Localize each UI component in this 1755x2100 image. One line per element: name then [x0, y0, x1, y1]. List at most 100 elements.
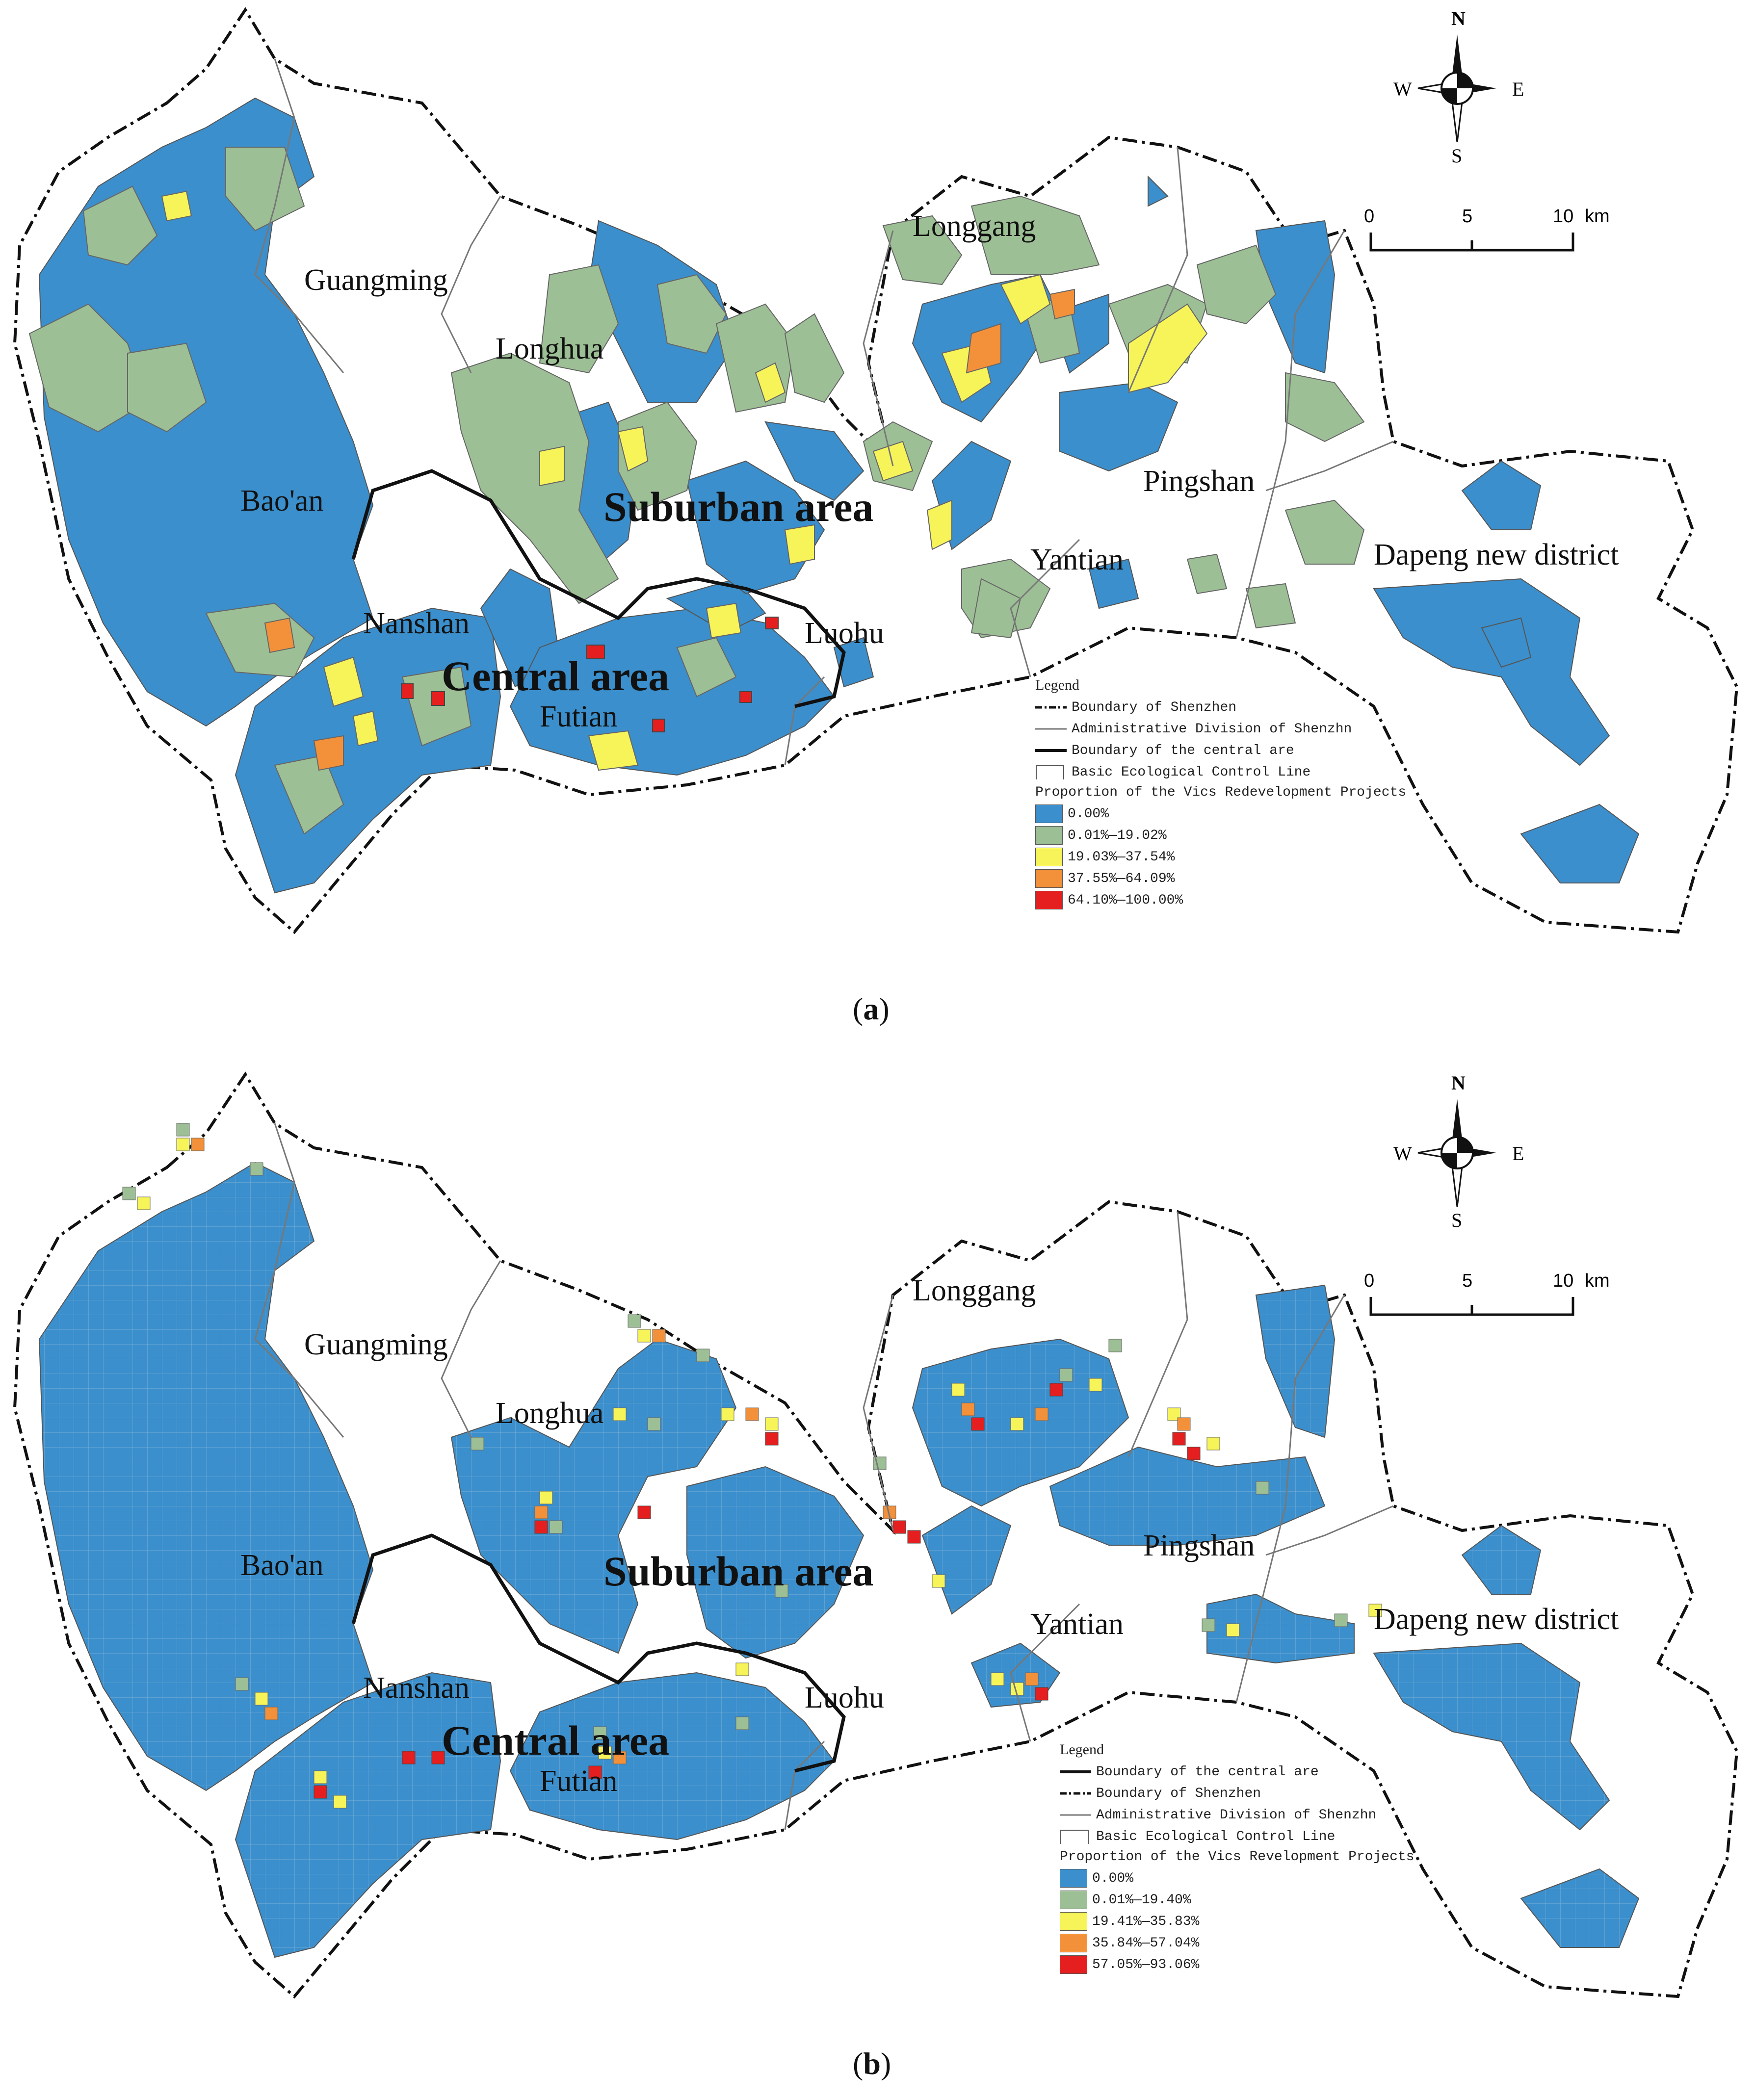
- legend-a: Legend Boundary of Shenzhen Administrati…: [1035, 677, 1408, 911]
- legend-line-label: Boundary of the central are: [1096, 1764, 1319, 1780]
- scale-tick-0: 0: [1364, 206, 1375, 227]
- label-futian: Futian: [540, 700, 618, 733]
- label-dapeng: Dapeng new district: [1374, 1603, 1619, 1636]
- legend-class-row: 35.84%—57.04%: [1060, 1932, 1462, 1954]
- compass-w: W: [1393, 78, 1412, 100]
- legend-line-label: Administrative Division of Shenzhn: [1072, 721, 1352, 737]
- caption-a-letter: a: [863, 991, 879, 1026]
- label-suburban-area: Suburban area: [603, 483, 874, 530]
- swatch-icon: [1035, 804, 1063, 823]
- scale-tick-10: 10: [1553, 206, 1574, 227]
- scale-unit: km: [1585, 1270, 1610, 1291]
- central-area-boundary: [351, 1533, 846, 1773]
- admin-division-lines: [254, 58, 1394, 766]
- label-pingshan: Pingshan: [1143, 1529, 1255, 1562]
- class-4-patches: [401, 617, 779, 732]
- swatch-icon: [1060, 1934, 1087, 1952]
- class-4-cells: [314, 1383, 1201, 1799]
- legend-class-row: 19.41%—35.83%: [1060, 1911, 1462, 1932]
- label-pingshan: Pingshan: [1143, 465, 1255, 498]
- caption-b: (b): [853, 2046, 891, 2081]
- legend-class-label: 19.41%—35.83%: [1092, 1914, 1200, 1929]
- label-guangming: Guangming: [304, 1328, 448, 1361]
- legend-class-label: 0.00%: [1068, 806, 1109, 822]
- scale-bar-line: [1369, 233, 1574, 252]
- thick-line-icon: [1060, 1770, 1091, 1773]
- legend-line-row: Administrative Division of Shenzhn: [1035, 718, 1408, 740]
- scale-tick-5: 5: [1462, 1270, 1473, 1291]
- legend-title: Legend: [1035, 677, 1079, 693]
- label-longgang: Longgang: [913, 209, 1036, 243]
- legend-class-label: 19.03%—37.54%: [1068, 849, 1175, 865]
- class-0-grid-patches: [38, 1162, 1640, 1958]
- label-dapeng: Dapeng new district: [1374, 538, 1619, 571]
- legend-class-row: 64.10%—100.00%: [1035, 889, 1408, 911]
- legend-classes-title: Proportion of the Vics Redevelopment Pro…: [1035, 785, 1407, 800]
- compass-icon: [1417, 1099, 1496, 1207]
- swatch-icon: [1060, 1912, 1087, 1931]
- swatch-icon: [1035, 826, 1063, 845]
- hollow-box-icon: [1060, 1830, 1089, 1844]
- scale-bar: 0 5 10 km: [1364, 206, 1610, 260]
- legend-line-row: Basic Ecological Control Line: [1035, 761, 1408, 783]
- label-central-area: Central area: [442, 652, 670, 700]
- label-longhua: Longhua: [496, 332, 604, 365]
- label-nanshan: Nanshan: [363, 607, 470, 640]
- legend-class-label: 0.00%: [1092, 1870, 1134, 1886]
- legend-classes-title: Proportion of the Vics Revelopment Proje…: [1060, 1849, 1414, 1865]
- class-1-cells: [122, 1123, 1348, 1740]
- label-guangming: Guangming: [304, 263, 448, 297]
- swatch-icon: [1060, 1955, 1087, 1974]
- legend-line-row: Boundary of the central are: [1035, 740, 1408, 761]
- thin-line-icon: [1035, 728, 1067, 730]
- compass-e: E: [1512, 1142, 1524, 1165]
- compass-s: S: [1451, 145, 1463, 167]
- legend-line-row: Administrative Division of Shenzhn: [1060, 1804, 1462, 1826]
- compass-n: N: [1451, 1072, 1466, 1094]
- legend-line-row: Boundary of Shenzhen: [1060, 1783, 1462, 1804]
- legend-class-row: 0.00%: [1060, 1867, 1462, 1889]
- central-area-boundary: [351, 469, 846, 708]
- label-suburban-area: Suburban area: [603, 1548, 874, 1595]
- class-2-patches: [161, 190, 1208, 771]
- caption-b-letter: b: [863, 2046, 881, 2081]
- thin-line-icon: [1060, 1814, 1091, 1816]
- class-3-cells: [191, 1138, 1191, 1764]
- swatch-icon: [1060, 1891, 1087, 1909]
- label-baoan: Bao'an: [240, 1549, 324, 1582]
- label-yantian: Yantian: [1030, 543, 1124, 576]
- legend-line-label: Basic Ecological Control Line: [1096, 1829, 1336, 1844]
- compass-w: W: [1393, 1142, 1412, 1165]
- compass-rose: N W E S: [1393, 1072, 1524, 1231]
- legend-line-label: Administrative Division of Shenzhn: [1096, 1807, 1377, 1823]
- swatch-icon: [1035, 891, 1063, 909]
- scale-bar: 0 5 10 km: [1364, 1270, 1610, 1324]
- legend-line-label: Boundary of Shenzhen: [1072, 700, 1237, 715]
- label-futian: Futian: [540, 1764, 618, 1798]
- map-b-canvas: [13, 1071, 1739, 1999]
- legend-class-row: 0.00%: [1035, 803, 1408, 825]
- scale-tick-10: 10: [1553, 1270, 1574, 1291]
- legend-class-label: 35.84%—57.04%: [1092, 1935, 1200, 1951]
- thick-line-icon: [1035, 749, 1067, 752]
- swatch-icon: [1035, 869, 1063, 888]
- scale-tick-5: 5: [1462, 206, 1473, 227]
- legend-class-label: 0.01%—19.40%: [1092, 1892, 1191, 1908]
- scale-unit: km: [1585, 206, 1610, 227]
- label-luohu: Luohu: [805, 1681, 884, 1714]
- legend-class-row: 0.01%—19.40%: [1060, 1889, 1462, 1911]
- map-a-canvas: [13, 7, 1739, 934]
- legend-class-row: 0.01%—19.02%: [1035, 825, 1408, 846]
- legend-line-label: Boundary of the central are: [1072, 743, 1294, 758]
- label-longgang: Longgang: [913, 1274, 1036, 1307]
- label-central-area: Central area: [442, 1717, 670, 1764]
- legend-title: Legend: [1060, 1741, 1104, 1758]
- class-3-patches: [264, 288, 1075, 771]
- hollow-box-icon: [1036, 765, 1064, 779]
- dash-dot-line-icon: [1035, 706, 1067, 709]
- compass-s: S: [1451, 1209, 1463, 1231]
- label-baoan: Bao'an: [240, 484, 324, 518]
- legend-class-label: 64.10%—100.00%: [1068, 892, 1183, 908]
- map-b: Guangming Longhua Bao'an Nanshan Futian …: [0, 1064, 1755, 2011]
- label-nanshan: Nanshan: [363, 1671, 470, 1705]
